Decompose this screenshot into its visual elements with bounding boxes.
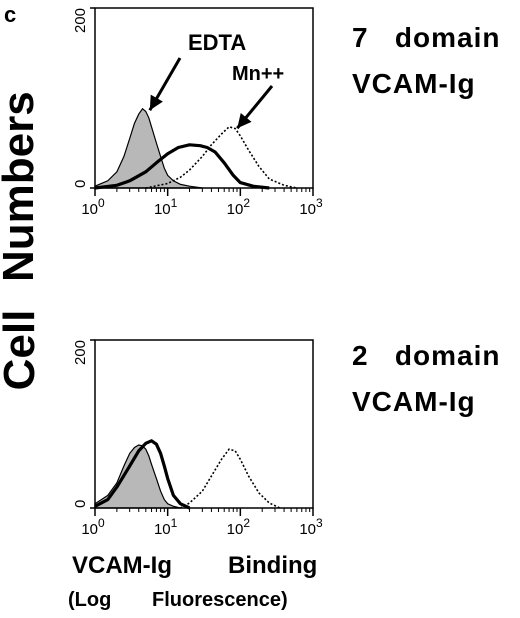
chart-bottom-series-control [94,439,191,510]
chart-bottom-x-tick-label: 102 [227,516,251,538]
x-axis-label-right: Binding [228,552,318,579]
x-axis-sublabel-right: Fluorescence) [152,589,288,611]
chart-top-side-label-line2: VCAM-Ig [352,68,476,99]
x-axis-label-left: VCAM-Ig [72,552,172,579]
chart-top-series-mn [145,125,298,189]
chart-top-x-tick-label: 103 [299,196,323,218]
chart-top-x-tick-label: 100 [81,196,105,218]
chart-bottom-x-tick-label: 103 [299,516,323,538]
chart-bottom-x-tick-label: 101 [154,516,178,538]
chart-top-plot: 0 200 100 101 102 103 EDTA Mn++ [72,7,323,218]
chart-bottom-series-edta [94,444,181,509]
chart-bottom-y-tick-label: 200 [72,340,89,365]
chart-top-axes-frame [94,7,314,189]
chart-bottom-side-label-line1: 2 domain [352,340,501,371]
panel-letter: c [4,2,17,27]
chart-top: 0 200 100 101 102 103 EDTA Mn++ [72,7,323,218]
chart-top-annotation-arrow-head [149,94,163,111]
chart-top-annotation-arrow-head [237,112,252,129]
chart-top-annotation-label: EDTA [188,30,246,55]
chart-top-annotation-label: Mn++ [232,63,284,85]
chart-bottom-side-label-line2: VCAM-Ig [352,386,476,417]
chart-top-y-tick-label: 0 [72,180,89,188]
chart-bottom-y-tick-label: 0 [72,500,89,508]
chart-top-series-edta [94,107,203,189]
chart-top-series-control [94,143,270,190]
chart-bottom-axes-frame [94,339,314,509]
x-axis-sublabel-left: (Log [68,589,112,611]
chart-top-y-tick-label: 200 [72,8,89,33]
chart-bottom: 0 200 100 101 102 103 [72,339,323,538]
chart-top-x-tick-label: 102 [227,196,251,218]
chart-bottom-series-mn [180,448,281,509]
chart-bottom-x-tick-label: 100 [81,516,105,538]
chart-top-x-tick-label: 101 [154,196,178,218]
chart-top-side-label-line1: 7 domain [352,22,501,53]
chart-bottom-plot: 0 200 100 101 102 103 [72,339,323,538]
